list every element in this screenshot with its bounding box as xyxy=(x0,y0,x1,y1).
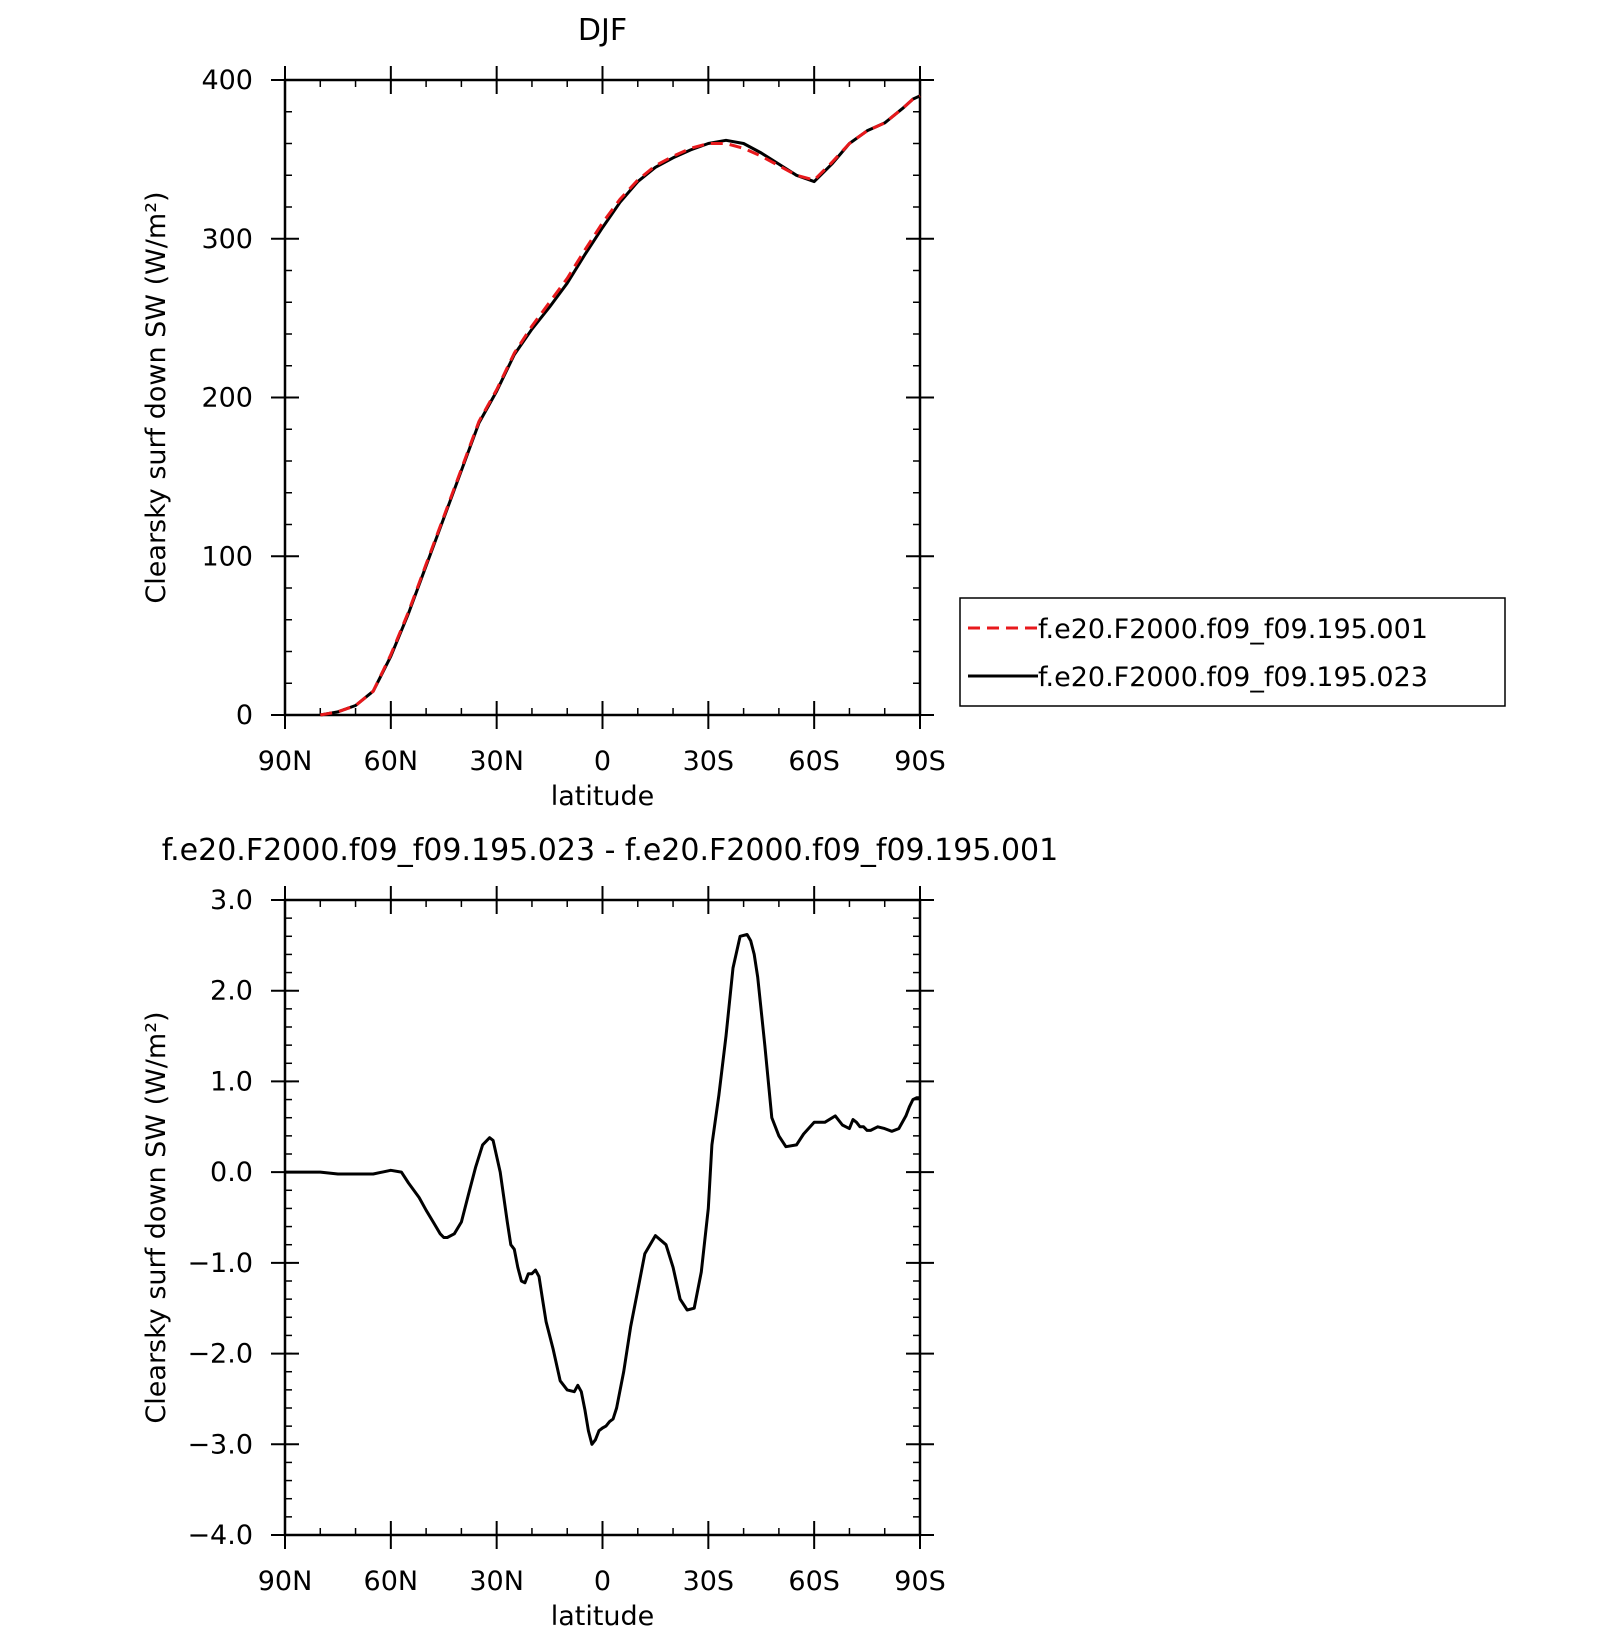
x-tick-label: 90N xyxy=(258,746,313,777)
x-tick-label: 30N xyxy=(469,1566,524,1597)
bottom-chart-title: f.e20.F2000.f09_f09.195.023 - f.e20.F200… xyxy=(162,833,1058,868)
y-tick-label: 0.0 xyxy=(210,1157,253,1188)
y-tick-label: −3.0 xyxy=(187,1429,253,1460)
legend-entry-series-023: f.e20.F2000.f09_f09.195.023 xyxy=(1038,662,1428,693)
x-tick-label: 90S xyxy=(894,1566,946,1597)
x-tick-label: 30S xyxy=(683,746,735,777)
plot-frame xyxy=(283,898,922,1537)
series-line xyxy=(285,933,920,1446)
y-tick-label: 1.0 xyxy=(210,1066,253,1097)
x-tick-label: 30S xyxy=(683,1566,735,1597)
legend-entry-series-001: f.e20.F2000.f09_f09.195.001 xyxy=(1038,614,1428,645)
x-tick-label: 60S xyxy=(788,746,840,777)
bottom-chart: f.e20.F2000.f09_f09.195.023 - f.e20.F200… xyxy=(141,833,1058,1632)
legend-box xyxy=(959,597,1506,707)
top-chart: DJF latitude Clearsky surf down SW (W/m²… xyxy=(141,13,1506,812)
y-tick-label: −4.0 xyxy=(187,1520,253,1551)
y-tick-label: 2.0 xyxy=(210,976,253,1007)
x-tick-label: 90N xyxy=(258,1566,313,1597)
y-tick-label: 400 xyxy=(201,65,253,96)
x-tick-label: 60S xyxy=(788,1566,840,1597)
y-tick-label: 0 xyxy=(236,700,253,731)
top-chart-title: DJF xyxy=(578,13,627,48)
x-tick-label: 60N xyxy=(364,1566,419,1597)
top-chart-legend: f.e20.F2000.f09_f09.195.001 f.e20.F2000.… xyxy=(959,597,1506,707)
x-tick-label: 90S xyxy=(894,746,946,777)
y-tick-label: 300 xyxy=(201,224,253,255)
bottom-chart-y-axis-label: Clearsky surf down SW (W/m²) xyxy=(141,1011,172,1423)
x-tick-label: 60N xyxy=(364,746,419,777)
top-chart-x-axis-label: latitude xyxy=(551,781,655,812)
series-line xyxy=(320,94,921,717)
x-tick-label: 30N xyxy=(469,746,524,777)
x-tick-label: 0 xyxy=(594,746,611,777)
y-tick-label: 100 xyxy=(201,541,253,572)
y-tick-label: −1.0 xyxy=(187,1248,253,1279)
plot-frame xyxy=(283,78,922,717)
top-chart-y-axis-label: Clearsky surf down SW (W/m²) xyxy=(141,191,172,603)
series-line xyxy=(320,94,921,717)
bottom-chart-x-axis-label: latitude xyxy=(551,1601,655,1632)
y-tick-label: 3.0 xyxy=(210,885,253,916)
y-tick-label: −2.0 xyxy=(187,1339,253,1370)
y-tick-label: 200 xyxy=(201,383,253,414)
x-tick-label: 0 xyxy=(594,1566,611,1597)
